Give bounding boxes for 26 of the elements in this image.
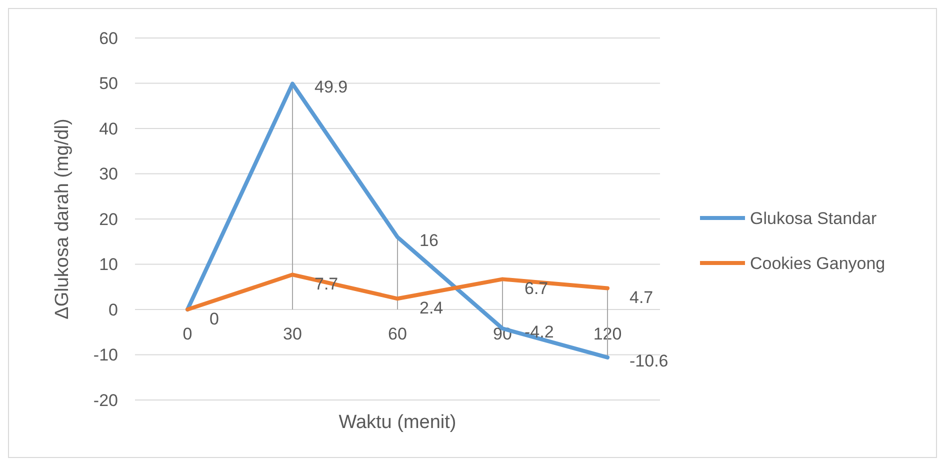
data-label: 6.7 (524, 279, 548, 298)
legend-label: Cookies Ganyong (750, 254, 886, 273)
y-tick-label: 30 (99, 164, 118, 184)
line-series (186, 272, 610, 312)
y-tick-label: 50 (99, 74, 118, 94)
data-label: 4.7 (630, 288, 654, 308)
y-axis-title: ΔGlukosa darah (mg/dl) (52, 118, 73, 320)
x-tick-label: 30 (283, 324, 302, 344)
x-tick-label: 0 (182, 324, 192, 344)
legend-label: Glukosa Standar (750, 208, 877, 228)
y-tick-label: -20 (93, 390, 118, 410)
x-tick-label: 120 (593, 324, 622, 344)
data-label: 49.9 (314, 78, 348, 97)
data-label: 2.4 (420, 298, 444, 318)
data-label: 0 (210, 309, 219, 328)
y-tick-label: 10 (99, 255, 118, 274)
y-tick-label: 60 (99, 28, 118, 48)
x-axis-title: Waktu (menit) (338, 412, 456, 433)
data-label: -4.2 (524, 322, 554, 342)
y-tick-label: 0 (108, 300, 118, 320)
data-label: -10.6 (630, 351, 668, 370)
x-tick-label: 60 (388, 324, 407, 344)
y-tick-label: 40 (99, 119, 118, 138)
y-tick-label: 20 (99, 210, 118, 229)
y-tick-label: -10 (93, 346, 118, 365)
data-label: 16 (420, 231, 438, 250)
